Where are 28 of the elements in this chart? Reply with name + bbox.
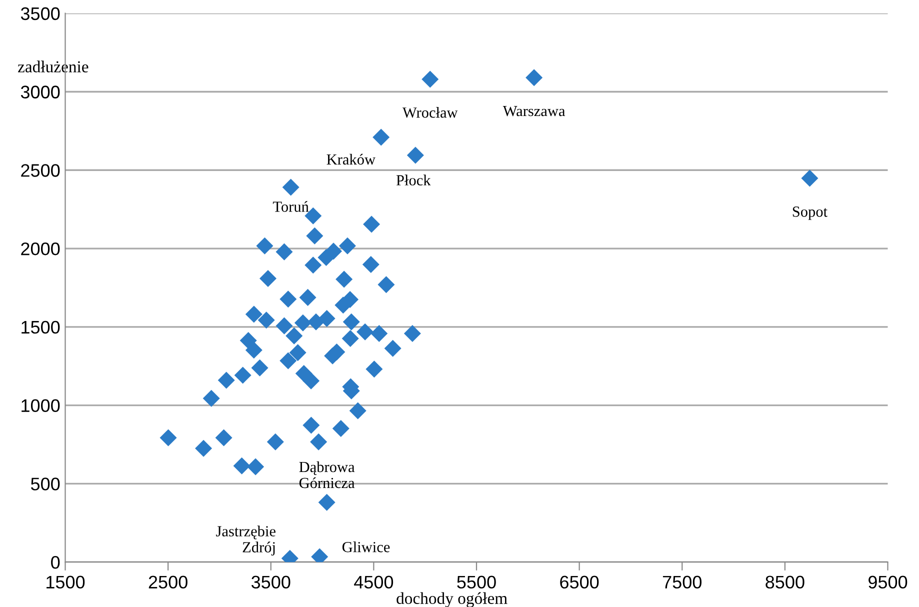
annotation: Gliwice [342,541,390,552]
x-tick-label: 7500 [662,576,702,589]
y-tick-label: 3000 [20,86,60,98]
y-tick-label: 2500 [21,164,60,177]
x-tick-label: 5500 [457,576,496,589]
y-axis-title: zadłużenie [18,60,88,72]
annotation: Wrocław [402,106,458,118]
annotation: Kraków [326,154,376,165]
annotation: Warszawa [502,106,566,116]
x-axis-title: dochody ogółem [396,592,508,607]
x-tick-label: 3500 [251,576,290,589]
annotation: Sopot [792,206,828,220]
x-tick-label: 2500 [148,576,188,589]
x-tick-label: 9500 [868,576,908,589]
x-tick-label: 6500 [560,576,599,589]
x-tick-label: 8500 [766,576,804,589]
y-tick-label: 0 [51,556,60,569]
annotation: Dąbrowa Górnicza [299,461,355,488]
annotation: Jastrzębie Zdrój [216,526,276,556]
annotation: Toruń [272,201,309,212]
y-tick-label: 3500 [20,7,60,20]
x-tick-label: 4500 [354,576,394,589]
y-tick-label: 1000 [22,399,60,412]
annotation: Płock [396,174,431,186]
y-tick-label: 500 [30,478,60,490]
y-tick-label: 2000 [21,242,60,256]
y-tick-label: 1500 [22,320,60,334]
x-tick-label: 1500 [46,576,85,589]
